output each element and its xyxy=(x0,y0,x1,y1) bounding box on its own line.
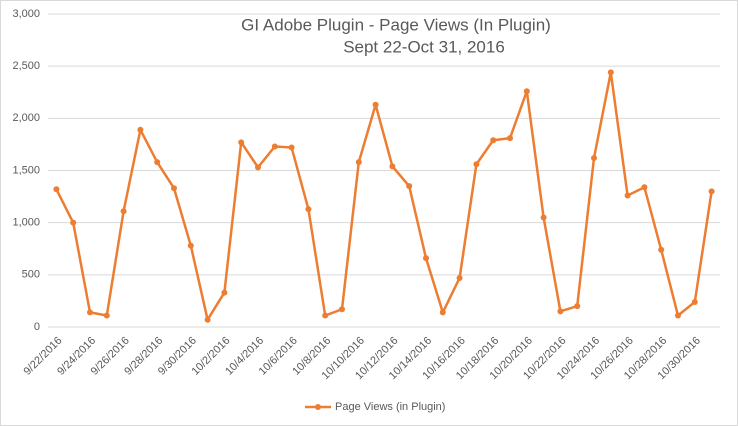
y-tick-label: 2,000 xyxy=(12,112,40,124)
data-point xyxy=(523,88,530,95)
data-point xyxy=(473,161,480,168)
data-point xyxy=(708,188,715,195)
data-point xyxy=(557,308,564,315)
data-point xyxy=(540,214,547,221)
y-tick-label: 2,500 xyxy=(12,60,40,72)
data-point xyxy=(288,144,295,151)
data-point xyxy=(322,312,329,319)
y-tick-label: 3,000 xyxy=(12,8,40,20)
data-point xyxy=(120,208,127,215)
data-point xyxy=(675,312,681,319)
data-point xyxy=(372,101,379,108)
data-point xyxy=(238,139,245,146)
chart-subtitle: Sept 22-Oct 31, 2016 xyxy=(343,37,505,56)
data-point xyxy=(154,159,161,166)
data-point xyxy=(271,143,278,150)
data-point xyxy=(339,306,345,313)
data-point xyxy=(389,163,396,170)
data-point xyxy=(607,69,614,76)
data-point xyxy=(574,303,581,310)
data-point xyxy=(624,192,631,199)
data-point xyxy=(221,289,228,296)
data-point xyxy=(658,246,665,253)
data-point xyxy=(171,185,177,192)
legend-label: Page Views (in Plugin) xyxy=(335,401,445,413)
data-point xyxy=(439,309,446,316)
data-point xyxy=(70,219,77,226)
data-point xyxy=(255,164,261,171)
data-point xyxy=(204,316,211,323)
data-point xyxy=(305,206,312,213)
y-tick-label: 1,000 xyxy=(12,217,40,229)
data-point xyxy=(53,186,60,193)
y-tick-label: 0 xyxy=(34,321,40,333)
data-point xyxy=(137,126,144,133)
legend-marker xyxy=(315,404,321,410)
data-point xyxy=(456,274,463,281)
data-point xyxy=(641,184,648,191)
data-point xyxy=(103,312,110,319)
data-point xyxy=(87,309,93,316)
data-point xyxy=(507,135,513,142)
data-point xyxy=(355,159,362,166)
chart-title: GI Adobe Plugin - Page Views (In Plugin) xyxy=(241,15,551,34)
y-tick-label: 1,500 xyxy=(12,164,40,176)
data-point xyxy=(591,154,597,161)
data-point xyxy=(423,255,429,262)
data-point xyxy=(691,298,698,305)
data-point xyxy=(406,183,413,190)
data-point xyxy=(187,242,194,249)
data-point xyxy=(490,137,497,144)
y-tick-label: 500 xyxy=(22,269,40,281)
series-line xyxy=(55,71,713,321)
